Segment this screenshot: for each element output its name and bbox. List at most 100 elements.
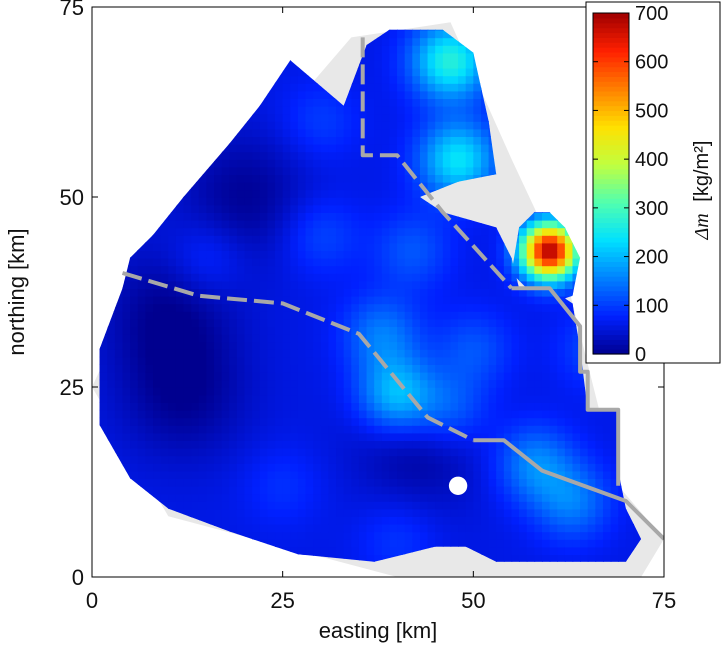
heatmap-cell — [236, 265, 246, 274]
heatmap-cell — [183, 455, 192, 464]
heatmap-cell — [328, 197, 337, 206]
heatmap-cell — [259, 523, 269, 533]
heatmap-cell — [450, 143, 459, 153]
heatmap-cell — [297, 98, 307, 107]
heatmap-cell — [427, 151, 436, 160]
heatmap-cell — [465, 447, 475, 457]
heatmap-cell — [534, 432, 543, 441]
heatmap-cell — [191, 311, 200, 320]
heatmap-cell — [221, 151, 231, 160]
heatmap-cell — [397, 67, 406, 77]
heatmap-cell — [458, 151, 467, 160]
heatmap-cell — [381, 113, 391, 122]
heatmap-cell — [526, 425, 536, 434]
heatmap-cell — [252, 136, 261, 145]
heatmap-cell — [267, 303, 276, 312]
heatmap-cell — [290, 227, 299, 236]
heatmap-cell — [267, 151, 276, 160]
heatmap-cell — [275, 394, 284, 403]
heatmap-cell — [328, 288, 337, 297]
heatmap-cell — [137, 425, 147, 434]
heatmap-cell — [404, 235, 414, 244]
heatmap-cell — [381, 523, 391, 533]
heatmap-cell — [526, 265, 536, 274]
heatmap-cell — [534, 311, 543, 320]
heatmap-cell — [435, 90, 444, 99]
heatmap-cell — [503, 546, 513, 555]
heatmap-cell — [541, 394, 551, 403]
heatmap-cell — [297, 356, 307, 365]
heatmap-cell — [206, 250, 215, 259]
heatmap-cell — [419, 523, 429, 533]
heatmap-cell — [137, 333, 147, 343]
heatmap-cell — [450, 273, 459, 282]
heatmap-cell — [442, 493, 452, 502]
heatmap-cell — [267, 280, 276, 289]
heatmap-cell — [526, 326, 536, 335]
heatmap-cell — [473, 83, 482, 92]
heatmap-cell — [130, 349, 139, 358]
heatmap-cell — [267, 402, 276, 411]
heatmap-cell — [549, 333, 559, 343]
heatmap-cell — [313, 531, 322, 540]
heatmap-cell — [351, 166, 360, 175]
heatmap-cell — [572, 425, 581, 434]
heatmap-cell — [259, 447, 269, 457]
heatmap-cell — [541, 379, 551, 388]
heatmap-cell — [496, 485, 505, 495]
heatmap-cell — [305, 265, 314, 274]
heatmap-cell — [122, 349, 131, 358]
heatmap-cell — [236, 318, 246, 327]
heatmap-cell — [122, 326, 131, 335]
heatmap-cell — [480, 531, 490, 540]
heatmap-cell — [320, 288, 330, 297]
heatmap-cell — [381, 52, 391, 61]
heatmap-cell — [541, 508, 551, 517]
heatmap-cell — [313, 501, 322, 510]
heatmap-cell — [419, 242, 429, 251]
heatmap-cell — [381, 470, 391, 479]
heatmap-cell — [503, 455, 513, 464]
heatmap-cell — [175, 371, 185, 381]
heatmap-cell — [519, 546, 528, 555]
heatmap-cell — [549, 349, 559, 358]
heatmap-cell — [435, 83, 444, 92]
heatmap-cell — [427, 539, 436, 548]
heatmap-cell — [480, 341, 490, 350]
heatmap-cell — [572, 493, 581, 502]
heatmap-cell — [465, 227, 475, 236]
heatmap-cell — [343, 250, 353, 259]
heatmap-cell — [526, 394, 536, 403]
heatmap-cell — [290, 539, 299, 548]
heatmap-cell — [130, 470, 139, 479]
heatmap-cell — [427, 531, 436, 540]
heatmap-cell — [198, 181, 208, 191]
heatmap-cell — [534, 417, 543, 426]
heatmap-cell — [137, 417, 147, 426]
heatmap-cell — [336, 516, 345, 525]
heatmap-cell — [282, 295, 292, 305]
heatmap-cell — [229, 265, 238, 274]
heatmap-cell — [381, 333, 391, 343]
heatmap-cell — [244, 235, 253, 244]
heatmap-cell — [358, 531, 368, 540]
heatmap-cell — [221, 265, 231, 274]
heatmap-cell — [435, 98, 444, 107]
heatmap-cell — [412, 105, 421, 115]
heatmap-cell — [557, 440, 566, 449]
heatmap-cell — [175, 394, 185, 403]
heatmap-cell — [458, 159, 467, 168]
heatmap-cell — [244, 432, 253, 441]
heatmap-cell — [191, 394, 200, 403]
heatmap-cell — [412, 311, 421, 320]
heatmap-cell — [328, 387, 337, 396]
heatmap-cell — [595, 508, 604, 517]
heatmap-cell — [320, 379, 330, 388]
heatmap-cell — [267, 105, 276, 115]
heatmap-cell — [442, 508, 452, 517]
heatmap-cell — [320, 295, 330, 305]
heatmap-cell — [145, 326, 154, 335]
heatmap-cell — [381, 105, 391, 115]
heatmap-cell — [267, 197, 276, 206]
